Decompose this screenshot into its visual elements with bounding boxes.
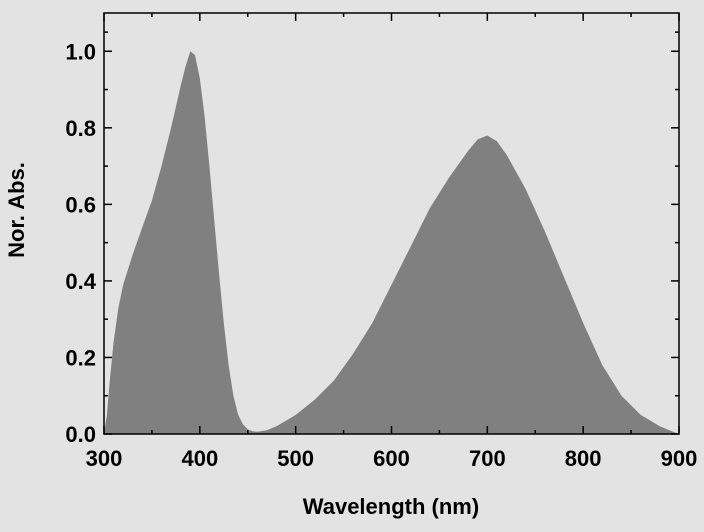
y-tick-label: 0.8 xyxy=(65,116,96,141)
x-tick-label: 900 xyxy=(661,446,698,471)
x-tick-label: 800 xyxy=(565,446,602,471)
y-axis-label: Nor. Abs. xyxy=(4,162,29,258)
x-tick-label: 400 xyxy=(181,446,218,471)
area-layer xyxy=(104,51,679,435)
x-tick-label: 600 xyxy=(373,446,410,471)
absorption-area-series-0 xyxy=(104,51,679,435)
x-tick-label: 500 xyxy=(277,446,314,471)
x-tick-label: 700 xyxy=(469,446,506,471)
y-tick-label: 0.4 xyxy=(65,269,96,294)
axis-layer: 300 400 500 600 700 800 900 0.0 0.2 0.4 0.6 0.8 1.0 xyxy=(65,13,697,471)
y-tick-label: 0.0 xyxy=(65,422,96,447)
y-tick-label: 1.0 xyxy=(65,39,96,64)
y-tick-label: 0.6 xyxy=(65,192,96,217)
x-tick-label: 300 xyxy=(86,446,123,471)
x-axis-label: Wavelength (nm) xyxy=(303,494,479,519)
y-tick-label: 0.2 xyxy=(65,345,96,370)
